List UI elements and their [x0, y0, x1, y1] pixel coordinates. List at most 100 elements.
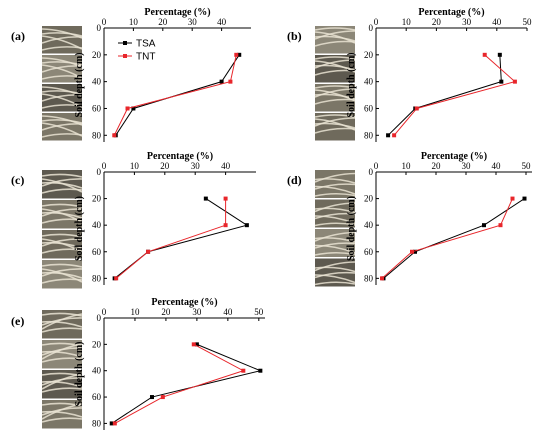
- panel-label: (b): [287, 29, 302, 43]
- root-strand: [41, 181, 83, 189]
- y-tick-label: 40: [92, 220, 102, 230]
- data-point: [499, 79, 504, 84]
- data-point: [112, 133, 117, 138]
- data-point: [191, 342, 196, 347]
- data-point: [223, 196, 228, 201]
- x-tick-label: 0: [102, 161, 107, 171]
- root-strand: [41, 403, 83, 420]
- root-strand: [41, 233, 83, 238]
- data-point: [109, 421, 114, 426]
- root-strand: [41, 173, 83, 178]
- data-point: [386, 133, 391, 138]
- root-strand: [41, 208, 83, 217]
- y-tick-label: 60: [92, 247, 102, 257]
- root-strand: [314, 59, 356, 69]
- root-strand: [314, 274, 356, 284]
- legend-marker: [123, 54, 127, 58]
- data-point: [510, 196, 515, 201]
- x-tick-label: 40: [223, 307, 233, 317]
- root-strand: [41, 238, 83, 247]
- y-tick-label: 60: [92, 392, 102, 402]
- data-point: [413, 249, 417, 254]
- root-strand: [41, 350, 83, 358]
- x-tick-label: 0: [102, 17, 107, 27]
- x-tick-label: 40: [221, 161, 231, 171]
- root-strand: [314, 64, 356, 71]
- x-tick-label: 10: [130, 307, 140, 317]
- y-tick-label: 40: [364, 220, 374, 230]
- legend-label: TSA: [136, 39, 156, 50]
- data-point: [223, 223, 228, 228]
- chart-panel: (d) Percentage (%) Soil depth (cm) 0 10 20 30 4…: [287, 151, 532, 287]
- x-tick-label: 20: [432, 161, 442, 171]
- data-point: [522, 196, 527, 201]
- root-strand: [41, 271, 83, 279]
- data-point: [112, 421, 117, 426]
- root-strand: [41, 46, 83, 51]
- chart-panel: (c) Percentage (%) Soil depth (cm) 0 10 20 30 4…: [11, 151, 256, 289]
- y-tick-label: 0: [369, 167, 374, 177]
- root-strand: [314, 85, 356, 89]
- root-strand: [314, 127, 356, 134]
- data-point: [241, 368, 246, 373]
- root-strand: [314, 178, 356, 184]
- y-tick-label: 20: [92, 339, 102, 349]
- data-point: [228, 79, 233, 84]
- y-tick-label: 20: [92, 50, 102, 60]
- panel-label: (c): [11, 173, 24, 187]
- root-strand: [41, 188, 83, 194]
- panel-label: (e): [11, 314, 24, 328]
- x-tick-label: 50: [523, 17, 533, 27]
- data-point: [234, 52, 239, 57]
- y-tick-label: 0: [97, 167, 102, 177]
- x-tick-label: 40: [492, 161, 502, 171]
- series-line-tsa: [111, 343, 262, 424]
- series-line-tnt: [114, 343, 245, 424]
- panel-label: (d): [287, 173, 302, 187]
- y-tick-label: 80: [364, 130, 374, 140]
- x-tick-label: 10: [129, 17, 139, 27]
- y-axis-title: Soil depth (cm): [346, 196, 357, 261]
- y-tick-label: 80: [92, 418, 102, 428]
- root-strand: [41, 248, 83, 254]
- x-tick-label: 30: [462, 17, 472, 27]
- root-strand: [41, 94, 83, 102]
- root-photo-strip: [41, 170, 83, 289]
- data-point: [237, 52, 242, 57]
- root-strand: [314, 192, 356, 197]
- y-axis-title: Soil depth (cm): [346, 53, 357, 118]
- x-tick-label: 50: [254, 307, 264, 317]
- root-photo-strip: [41, 310, 83, 429]
- data-point: [482, 223, 486, 228]
- root-strand: [41, 65, 83, 73]
- chart-panel: (e) Percentage (%) Soil depth (cm) 0 10 20 30 4…: [11, 297, 265, 430]
- x-tick-label: 20: [432, 17, 442, 27]
- root-strand: [314, 93, 356, 100]
- series-line-tnt: [393, 54, 516, 136]
- root-strand: [41, 36, 83, 44]
- chart-panel: (b) Percentage (%) Soil depth (cm) 0 10 20 30 4…: [287, 7, 532, 142]
- series-line-tnt: [113, 54, 237, 136]
- root-strand: [314, 237, 356, 243]
- root-strand: [314, 88, 356, 98]
- root-strand: [314, 231, 356, 242]
- root-strand: [41, 357, 83, 363]
- root-photo-strip: [41, 26, 83, 141]
- root-strand: [314, 281, 356, 286]
- y-tick-label: 20: [92, 194, 102, 204]
- x-axis-title: Percentage (%): [144, 7, 210, 18]
- data-point: [219, 79, 224, 84]
- root-strand: [314, 69, 356, 76]
- y-tick-label: 60: [364, 103, 374, 113]
- root-strand: [41, 263, 83, 268]
- data-point: [414, 106, 419, 111]
- y-tick-label: 60: [364, 247, 374, 257]
- panel-label: (a): [11, 29, 25, 43]
- y-axis-title: Soil depth (cm): [74, 196, 85, 261]
- y-tick-label: 80: [364, 273, 374, 283]
- y-tick-label: 0: [97, 313, 102, 323]
- root-strand: [314, 117, 356, 127]
- data-point: [392, 133, 397, 138]
- root-strand: [41, 268, 83, 277]
